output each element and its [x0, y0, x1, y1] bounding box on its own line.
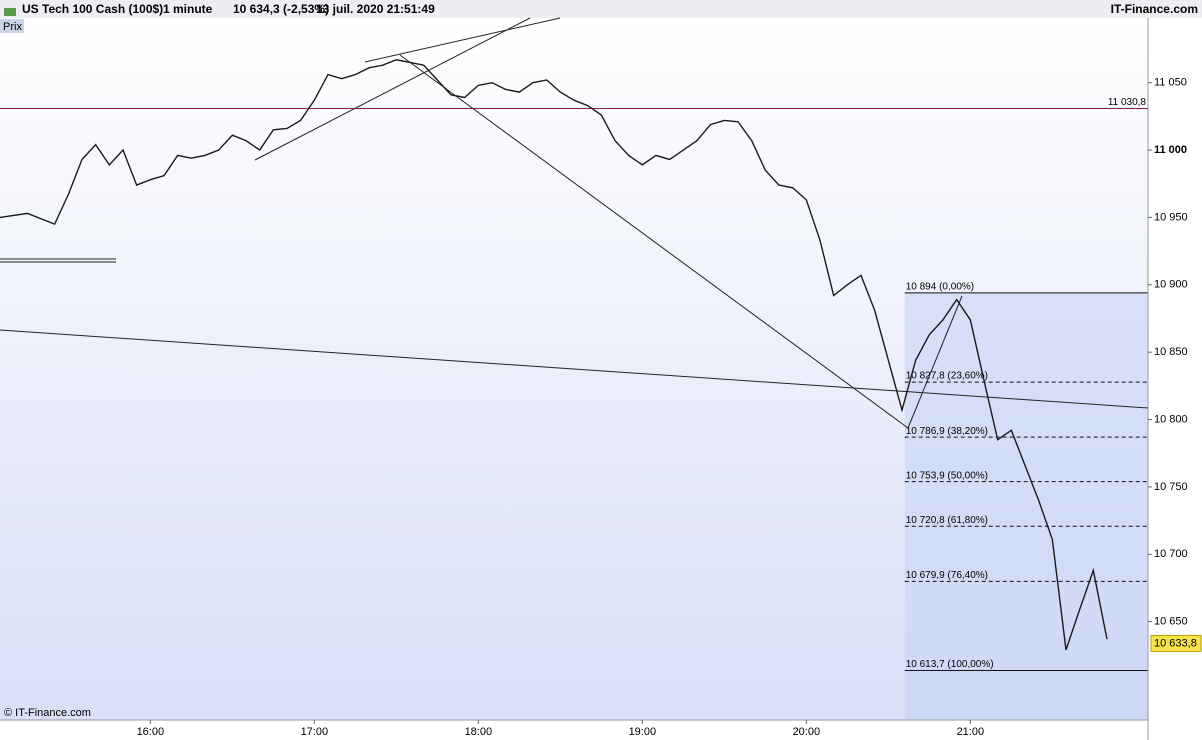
- y-tick-label: 11 000: [1154, 144, 1187, 156]
- x-tick-label: 16:00: [137, 726, 165, 738]
- fib-zone: [904, 292, 1148, 720]
- y-tick-label: 10 950: [1154, 211, 1188, 223]
- instrument: US Tech 100 Cash (100$): [22, 2, 163, 16]
- y-tick-label: 10 850: [1154, 346, 1188, 358]
- x-tick-label: 18:00: [465, 726, 493, 738]
- fib-label: 10 753,9 (50,00%): [906, 470, 988, 481]
- fib-label: 10 679,9 (76,40%): [906, 570, 988, 581]
- reference-label: 11 030,8: [1108, 97, 1147, 108]
- y-tick-label: 10 800: [1154, 413, 1188, 425]
- fib-label: 10 720,8 (61,80%): [906, 515, 988, 526]
- x-tick-label: 19:00: [629, 726, 657, 738]
- y-tick-label: 11 050: [1154, 77, 1187, 89]
- timeframe: 1 minute: [163, 2, 213, 16]
- brand: IT-Finance.com: [1111, 2, 1198, 16]
- logo: [4, 8, 16, 16]
- last-price-label: 10 633,8: [1154, 637, 1197, 649]
- last-price-header: 10 634,3 (-2,53%): [233, 2, 329, 16]
- header-bar: [0, 0, 1202, 18]
- price-line: [0, 59, 1108, 651]
- fib-label: 10 613,7 (100,00%): [906, 659, 994, 670]
- fib-label: 10 827,8 (23,60%): [906, 371, 988, 382]
- last-price-box: [1150, 634, 1202, 652]
- fib-label: 10 786,9 (38,20%): [906, 426, 988, 437]
- y-tick-label: 10 750: [1154, 481, 1188, 493]
- trendlines: [0, 17, 1149, 429]
- y-tick-label: 10 700: [1154, 548, 1188, 560]
- y-tick-label: 10 650: [1154, 616, 1188, 628]
- footer: © IT-Finance.com: [4, 707, 91, 719]
- x-tick-label: 20:00: [793, 726, 821, 738]
- x-tick-label: 17:00: [301, 726, 329, 738]
- datetime: 13 juil. 2020 21:51:49: [316, 2, 435, 16]
- y-tick-label: 10 900: [1154, 279, 1188, 291]
- panel-label: Prix: [3, 21, 22, 33]
- fib-label: 10 894 (0,00%): [906, 282, 974, 293]
- panel-tag: [0, 19, 24, 33]
- x-tick-label: 21:00: [957, 726, 985, 738]
